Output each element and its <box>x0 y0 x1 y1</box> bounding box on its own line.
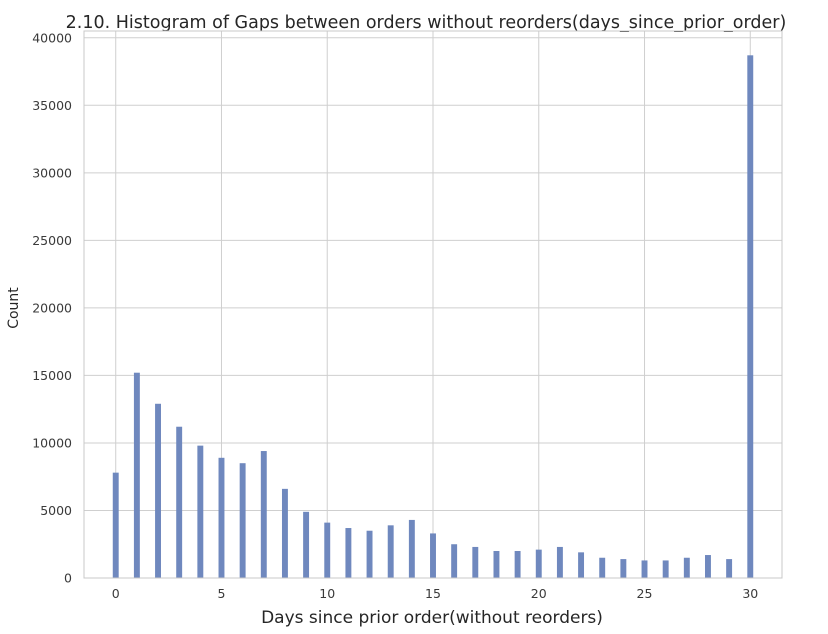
histogram-bar <box>599 557 606 578</box>
y-tick-label: 15000 <box>32 368 72 383</box>
histogram-bar <box>133 372 140 578</box>
histogram-bar <box>705 555 711 578</box>
y-tick-label: 30000 <box>32 165 72 180</box>
chart-title: 2.10. Histogram of Gaps between orders w… <box>66 13 787 33</box>
histogram-bar <box>535 549 542 578</box>
histogram-bar <box>662 560 669 578</box>
y-tick-label: 40000 <box>32 30 72 45</box>
plot-frame <box>83 30 783 579</box>
histogram-bar <box>324 522 331 578</box>
histogram-bar <box>578 552 585 578</box>
histogram-bar <box>281 488 288 578</box>
x-tick-label: 15 <box>425 586 441 601</box>
histogram-bar <box>176 426 183 578</box>
histogram-bar <box>641 560 648 578</box>
x-tick-label: 0 <box>112 586 120 601</box>
x-axis-label: Days since prior order(without reorders) <box>261 608 603 628</box>
x-tick-label: 5 <box>218 586 226 601</box>
histogram-bar <box>620 559 627 578</box>
histogram-bar <box>366 530 373 578</box>
histogram-bar <box>218 457 225 578</box>
x-tick-label: 30 <box>742 586 758 601</box>
histogram-bar <box>430 533 436 578</box>
x-tick-label: 25 <box>637 586 653 601</box>
y-tick-label: 35000 <box>32 98 72 113</box>
x-tick-label: 10 <box>319 586 335 601</box>
histogram-bar <box>239 463 246 578</box>
y-tick-label: 5000 <box>40 503 72 518</box>
histogram-bar <box>683 557 690 578</box>
y-tick-label: 10000 <box>32 435 72 450</box>
histogram-bar <box>387 525 394 578</box>
histogram-bar <box>112 472 119 578</box>
histogram-bar <box>747 55 754 579</box>
histogram-bar <box>345 528 352 578</box>
y-axis-label: Count <box>6 287 22 329</box>
histogram-bar <box>303 511 310 578</box>
y-tick-label: 0 <box>64 571 72 586</box>
y-tick-label: 20000 <box>32 300 72 315</box>
histogram-bar <box>260 451 267 578</box>
histogram-bar <box>472 546 479 578</box>
histogram-bar <box>408 519 415 578</box>
histogram-bar <box>451 544 458 578</box>
y-tick-label: 25000 <box>32 233 72 248</box>
histogram-bar <box>197 445 204 578</box>
grid-lines <box>84 31 782 579</box>
histogram-bar <box>726 559 733 578</box>
x-tick-labels: 0 5 10 15 20 25 30 <box>112 586 759 601</box>
histogram-bar <box>556 546 563 578</box>
x-tick-label: 20 <box>531 586 547 601</box>
y-tick-labels: 0 5000 10000 15000 20000 25000 30000 35000 40000 <box>32 30 72 585</box>
histogram-bar <box>155 403 161 578</box>
histogram-bar <box>514 550 521 578</box>
histogram-bar <box>493 550 500 578</box>
bars <box>112 55 754 579</box>
